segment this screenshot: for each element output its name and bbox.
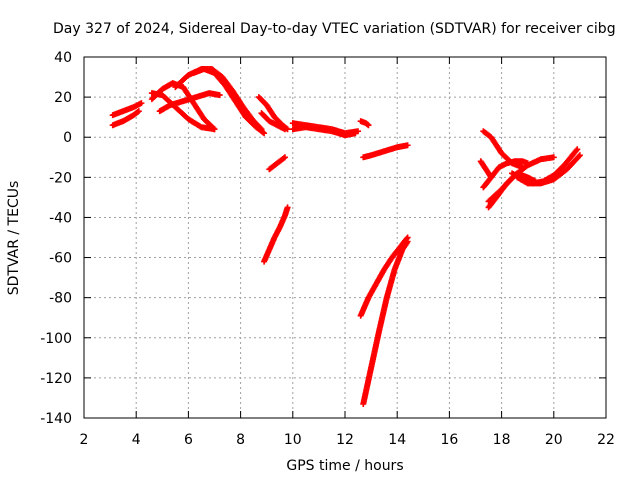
data-point: [576, 152, 583, 159]
data-point: [574, 146, 581, 153]
x-tick-label: 2: [80, 432, 89, 448]
y-axis-label: SDTVAR / TECUs: [6, 181, 22, 296]
x-tick-labels: 2 4 6 8 10 12 14 16 18 20 22: [80, 432, 615, 448]
y-tick-label: -100: [40, 331, 72, 347]
axis-ticks: [83, 56, 607, 419]
x-tick-label: 22: [597, 432, 615, 448]
x-tick-label: 8: [236, 432, 245, 448]
data-track: [357, 234, 411, 319]
x-tick-label: 16: [440, 432, 458, 448]
data-point: [284, 204, 291, 211]
data-track: [289, 124, 359, 139]
data-track: [357, 118, 372, 129]
data-track: [190, 66, 268, 137]
data-point: [135, 108, 142, 115]
x-axis-label: GPS time / hours: [286, 458, 403, 474]
data-track: [148, 90, 218, 133]
data-point: [138, 100, 145, 107]
y-tick-label: -40: [49, 210, 72, 226]
data-track: [480, 158, 531, 191]
y-tick-label: -140: [40, 411, 72, 427]
x-tick-label: 14: [388, 432, 406, 448]
data-track: [258, 110, 288, 133]
data-point: [216, 92, 223, 99]
x-tick-label: 10: [284, 432, 302, 448]
x-tick-label: 18: [493, 432, 511, 448]
y-tick-label: -120: [40, 371, 72, 387]
x-tick-label: 20: [545, 432, 563, 448]
data-track: [109, 108, 142, 129]
data-track: [360, 238, 411, 407]
y-tick-label: 0: [63, 130, 72, 146]
y-tick-label: 40: [54, 50, 72, 66]
x-tick-label: 4: [132, 432, 141, 448]
data-point: [365, 122, 372, 129]
data-track: [261, 204, 291, 265]
y-tick-labels: 40 20 0 -20 -40 -60 -80 -100 -120 -140: [40, 50, 72, 427]
data-point: [573, 147, 580, 154]
y-tick-label: -60: [49, 251, 72, 267]
data-track: [109, 100, 145, 119]
data-point: [211, 126, 218, 133]
data-point: [404, 238, 411, 245]
x-tick-label: 6: [184, 432, 193, 448]
data-track: [266, 154, 288, 173]
data-point: [404, 142, 411, 149]
data-point: [261, 130, 268, 137]
chart-title: Day 327 of 2024, Sidereal Day-to-day VTE…: [53, 21, 616, 37]
data-point: [259, 129, 266, 136]
data-point: [134, 108, 141, 115]
y-tick-label: -20: [49, 170, 72, 186]
data-point: [281, 154, 288, 161]
data-point: [280, 155, 287, 162]
data-point: [352, 130, 359, 137]
grid: [84, 57, 606, 418]
y-tick-label: 20: [54, 90, 72, 106]
x-tick-label: 12: [336, 432, 354, 448]
data-track: [148, 80, 218, 133]
data-point: [281, 126, 288, 133]
data-track: [514, 152, 583, 187]
data-series: [109, 66, 583, 407]
data-point: [575, 153, 582, 160]
data-point: [524, 160, 531, 167]
data-point: [550, 154, 557, 161]
y-tick-label: -80: [49, 291, 72, 307]
data-track: [360, 142, 411, 161]
